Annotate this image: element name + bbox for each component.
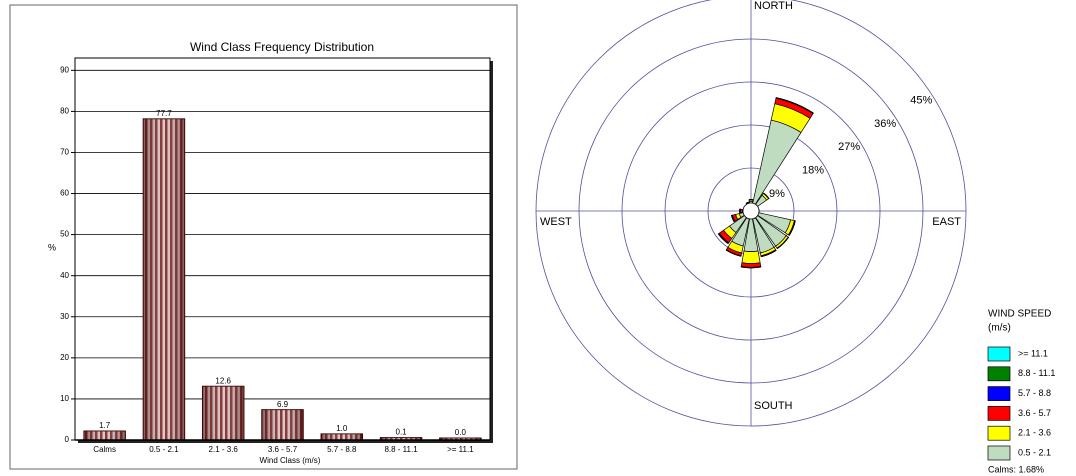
bar-shade	[202, 386, 244, 440]
ring-label: 45%	[910, 94, 932, 106]
bar-shade	[143, 118, 185, 441]
y-tick-label: 40	[60, 271, 69, 280]
chart-title: Wind Class Frequency Distribution	[190, 40, 374, 54]
bar-shade	[83, 431, 126, 440]
value-label: 1.7	[99, 421, 111, 430]
y-tick-label: 60	[60, 189, 69, 198]
legend-swatch	[987, 425, 1011, 441]
cardinal-label: EAST	[932, 216, 961, 228]
value-label: 6.9	[277, 400, 289, 409]
x-tick-label: Calms	[93, 445, 116, 454]
rose-wedge	[741, 250, 761, 264]
cardinal-label: WEST	[540, 216, 572, 228]
x-axis-label: Wind Class (m/s)	[260, 456, 321, 465]
calms-label: Calms: 1.68%	[988, 464, 1044, 474]
rose-wedge	[763, 192, 770, 199]
x-tick-label: 8.8 - 11.1	[384, 445, 418, 454]
y-axis-label: %	[48, 242, 56, 252]
rose-wedge	[725, 249, 742, 257]
bar-shade	[380, 437, 422, 441]
ring-label: 9%	[769, 188, 785, 200]
y-tick-label: 70	[60, 148, 69, 157]
rose-wedge	[776, 97, 814, 114]
x-tick-label: 5.7 - 8.8	[327, 445, 357, 454]
x-tick-label: 0.5 - 2.1	[149, 445, 179, 454]
x-tick-label: >= 11.1	[447, 445, 474, 454]
legend-label: 5.7 - 8.8	[1018, 388, 1051, 398]
legend-swatch	[987, 386, 1011, 401]
rose-wedge	[718, 233, 729, 244]
y-tick-label: 80	[60, 107, 69, 116]
legend-swatch	[987, 346, 1011, 362]
cardinal-label: SOUTH	[754, 400, 793, 412]
ring-label: 36%	[874, 118, 896, 130]
value-label: 12.6	[215, 376, 231, 385]
legend-label: 2.1 - 3.6	[1018, 428, 1051, 438]
y-tick-label: 50	[60, 230, 69, 239]
y-tick-label: 10	[60, 394, 69, 403]
calm-circle	[742, 202, 760, 220]
y-tick-label: 0	[65, 435, 70, 444]
value-label: 1.0	[336, 424, 348, 433]
ring-label: 27%	[838, 141, 860, 153]
legend-label: 0.5 - 2.1	[1018, 447, 1051, 457]
y-tick-label: 90	[60, 65, 69, 74]
legend-label: 8.8 - 11.1	[1018, 368, 1055, 378]
x-tick-label: 3.6 - 5.7	[268, 445, 298, 454]
legend-swatch	[987, 366, 1011, 382]
ring-label: 18%	[802, 165, 824, 177]
legend-label: >= 11.1	[1018, 348, 1048, 358]
rose-wedge	[788, 220, 796, 236]
x-tick-label: 2.1 - 3.6	[209, 445, 239, 454]
value-label: 77.7	[156, 109, 172, 118]
value-label: 0.1	[396, 428, 408, 437]
value-label: 0.0	[455, 428, 467, 437]
legend-label: 3.6 - 5.7	[1018, 408, 1051, 418]
legend-swatch	[987, 406, 1011, 421]
legend-swatch	[987, 445, 1011, 461]
bar-shade	[321, 433, 363, 440]
legend-subtitle: (m/s)	[988, 323, 1011, 334]
rose-wedge	[745, 201, 750, 204]
cardinal-label: NORTH	[754, 0, 793, 12]
y-tick-label: 30	[60, 312, 69, 321]
legend-title: WIND SPEED	[988, 309, 1051, 320]
y-tick-label: 20	[60, 353, 69, 362]
bar-shade	[261, 409, 304, 440]
plot-area	[74, 57, 491, 441]
